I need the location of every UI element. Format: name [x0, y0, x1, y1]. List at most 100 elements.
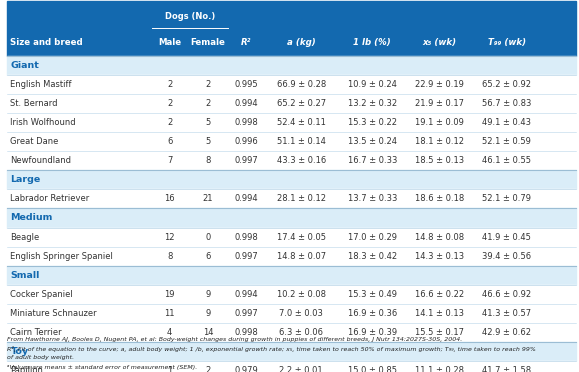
Text: 4: 4 — [167, 328, 173, 337]
Text: 18.5 ± 0.13: 18.5 ± 0.13 — [415, 156, 464, 165]
Text: 2: 2 — [167, 99, 173, 108]
Text: Irish Wolfhound: Irish Wolfhound — [10, 118, 76, 127]
Bar — [7, 132, 576, 151]
Text: 10.9 ± 0.24: 10.9 ± 0.24 — [348, 80, 397, 89]
Text: 43.3 ± 0.16: 43.3 ± 0.16 — [277, 156, 326, 165]
Text: 65.2 ± 0.92: 65.2 ± 0.92 — [482, 80, 531, 89]
Text: Papillon: Papillon — [10, 366, 43, 372]
Text: 51.1 ± 0.14: 51.1 ± 0.14 — [277, 137, 325, 146]
Text: 0.997: 0.997 — [234, 251, 258, 261]
Text: Great Dane: Great Dane — [10, 137, 59, 146]
Bar — [7, 189, 576, 208]
Text: 66.9 ± 0.28: 66.9 ± 0.28 — [277, 80, 326, 89]
Text: 9: 9 — [205, 309, 211, 318]
Text: 56.7 ± 0.83: 56.7 ± 0.83 — [482, 99, 532, 108]
Text: 21: 21 — [203, 194, 213, 203]
Text: Labrador Retriever: Labrador Retriever — [10, 194, 90, 203]
Bar — [7, 75, 576, 94]
Text: 14: 14 — [203, 328, 213, 337]
Text: Medium: Medium — [10, 214, 53, 222]
Text: 18.1 ± 0.12: 18.1 ± 0.12 — [415, 137, 464, 146]
Text: Female: Female — [190, 38, 225, 47]
Text: 5: 5 — [205, 118, 211, 127]
Text: 13.2 ± 0.32: 13.2 ± 0.32 — [348, 99, 397, 108]
Text: Small: Small — [10, 271, 40, 280]
Bar — [7, 113, 576, 132]
Bar — [7, 56, 576, 75]
Text: Cairn Terrier: Cairn Terrier — [10, 328, 62, 337]
Text: 41.3 ± 0.57: 41.3 ± 0.57 — [482, 309, 531, 318]
Text: 41.9 ± 0.45: 41.9 ± 0.45 — [482, 232, 531, 242]
Text: 16.9 ± 0.39: 16.9 ± 0.39 — [348, 328, 397, 337]
Text: 6.3 ± 0.06: 6.3 ± 0.06 — [279, 328, 323, 337]
Text: 16.7 ± 0.33: 16.7 ± 0.33 — [347, 156, 397, 165]
Text: 15.3 ± 0.22: 15.3 ± 0.22 — [348, 118, 397, 127]
Text: Dogs (No.): Dogs (No.) — [165, 12, 215, 21]
Text: 18.6 ± 0.18: 18.6 ± 0.18 — [415, 194, 464, 203]
Bar — [7, 342, 576, 361]
Text: 6: 6 — [167, 137, 173, 146]
Text: 0.997: 0.997 — [234, 309, 258, 318]
Text: 8: 8 — [167, 251, 173, 261]
Text: 22.9 ± 0.19: 22.9 ± 0.19 — [415, 80, 464, 89]
Text: 39.4 ± 0.56: 39.4 ± 0.56 — [482, 251, 531, 261]
Text: 2: 2 — [205, 99, 211, 108]
Text: 0.995: 0.995 — [234, 80, 258, 89]
Text: 7.0 ± 0.03: 7.0 ± 0.03 — [279, 309, 323, 318]
Text: 0.979: 0.979 — [234, 366, 258, 372]
Text: Cocker Spaniel: Cocker Spaniel — [10, 290, 73, 299]
Text: English Mastiff: English Mastiff — [10, 80, 72, 89]
Text: 17.0 ± 0.29: 17.0 ± 0.29 — [348, 232, 397, 242]
Text: 16.6 ± 0.22: 16.6 ± 0.22 — [415, 290, 464, 299]
Text: 14.1 ± 0.13: 14.1 ± 0.13 — [415, 309, 464, 318]
Text: 1 lb (%): 1 lb (%) — [353, 38, 391, 47]
Text: 46.6 ± 0.92: 46.6 ± 0.92 — [482, 290, 531, 299]
Bar — [7, 208, 576, 228]
Text: 0.994: 0.994 — [234, 99, 258, 108]
Bar — [7, 151, 576, 170]
Text: 14.3 ± 0.13: 14.3 ± 0.13 — [415, 251, 464, 261]
Text: T₉₉ (wk): T₉₉ (wk) — [488, 38, 526, 47]
Text: Toy: Toy — [10, 347, 28, 356]
Text: 15.0 ± 0.85: 15.0 ± 0.85 — [348, 366, 397, 372]
Bar — [7, 170, 576, 189]
Text: x₅ (wk): x₅ (wk) — [423, 38, 457, 47]
Text: 52.1 ± 0.79: 52.1 ± 0.79 — [482, 194, 531, 203]
Text: a (kg): a (kg) — [287, 38, 316, 47]
Text: 2.2 ± 0.01: 2.2 ± 0.01 — [280, 366, 323, 372]
Text: 6: 6 — [205, 251, 211, 261]
Text: 52.4 ± 0.11: 52.4 ± 0.11 — [277, 118, 325, 127]
Text: R², Fit of the equation to the curve; a, adult body weight; 1 /b, exponential gr: R², Fit of the equation to the curve; a,… — [7, 346, 536, 352]
Text: 0.994: 0.994 — [234, 290, 258, 299]
Text: 2: 2 — [167, 80, 173, 89]
Text: 0.998: 0.998 — [234, 328, 258, 337]
Text: of adult body weight.: of adult body weight. — [7, 355, 74, 360]
Text: 2: 2 — [205, 366, 211, 372]
Text: English Springer Spaniel: English Springer Spaniel — [10, 251, 113, 261]
Text: 16: 16 — [164, 194, 175, 203]
Text: 13.7 ± 0.33: 13.7 ± 0.33 — [347, 194, 397, 203]
Text: 49.1 ± 0.43: 49.1 ± 0.43 — [482, 118, 531, 127]
Text: 15.5 ± 0.17: 15.5 ± 0.17 — [415, 328, 464, 337]
Bar — [7, 94, 576, 113]
Text: 19: 19 — [164, 290, 175, 299]
Text: 42.9 ± 0.62: 42.9 ± 0.62 — [482, 328, 531, 337]
Text: 8: 8 — [205, 156, 211, 165]
Bar — [7, 1, 576, 56]
Bar — [7, 228, 576, 247]
Text: 10.2 ± 0.08: 10.2 ± 0.08 — [277, 290, 326, 299]
Text: 5: 5 — [205, 137, 211, 146]
Text: 18.3 ± 0.42: 18.3 ± 0.42 — [348, 251, 397, 261]
Bar — [7, 266, 576, 285]
Bar — [7, 361, 576, 372]
Text: 17.4 ± 0.05: 17.4 ± 0.05 — [277, 232, 326, 242]
Bar — [7, 285, 576, 304]
Text: 11: 11 — [164, 309, 175, 318]
Text: 21.9 ± 0.17: 21.9 ± 0.17 — [415, 99, 464, 108]
Text: Giant: Giant — [10, 61, 39, 70]
Text: St. Bernard: St. Bernard — [10, 99, 58, 108]
Bar — [7, 247, 576, 266]
Text: 1: 1 — [167, 366, 173, 372]
Text: 46.1 ± 0.55: 46.1 ± 0.55 — [482, 156, 531, 165]
Text: 41.7 ± 1.58: 41.7 ± 1.58 — [482, 366, 531, 372]
